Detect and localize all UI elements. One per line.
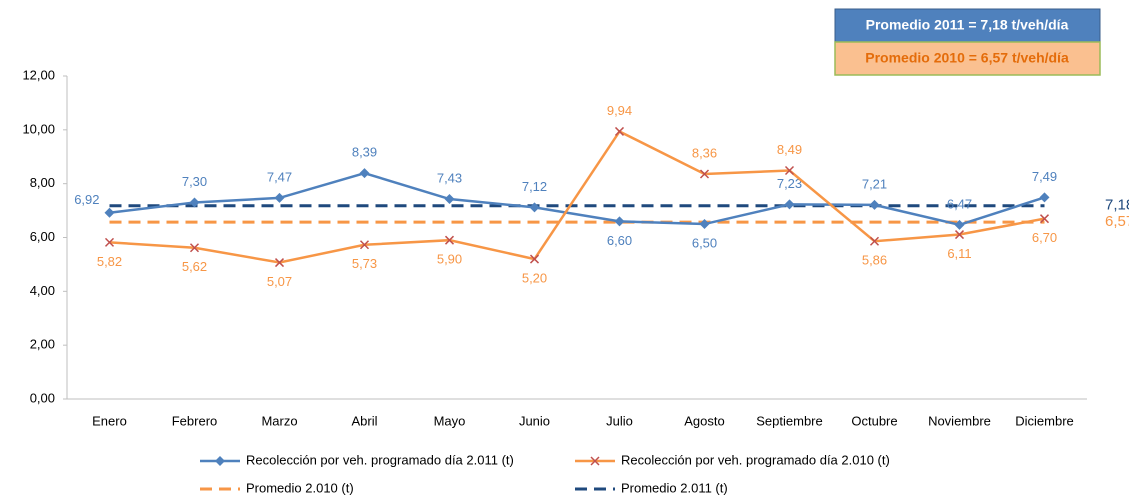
data-label: 6,50 — [692, 235, 717, 250]
marker — [274, 258, 285, 268]
marker — [784, 199, 795, 210]
marker — [699, 169, 710, 179]
legend-label: Recolección por veh. programado día 2.01… — [621, 452, 890, 467]
legend-marker — [215, 456, 225, 466]
annotation-box — [834, 41, 1101, 76]
marker — [954, 230, 965, 240]
marker — [189, 197, 200, 208]
data-label: 8,36 — [692, 145, 717, 160]
marker — [699, 219, 710, 230]
data-label: 6,11 — [947, 246, 971, 261]
legend-marker — [590, 456, 600, 466]
data-label: 7,30 — [182, 174, 207, 189]
marker — [104, 207, 115, 218]
data-label: 9,94 — [607, 103, 632, 118]
x-tick-label: Noviembre — [928, 413, 991, 428]
legend-label: Promedio 2.011 (t) — [621, 480, 728, 495]
data-label: 6,92 — [74, 192, 99, 207]
data-label: 7,21 — [862, 176, 887, 191]
x-tick-label: Agosto — [684, 413, 724, 428]
data-label: 5,86 — [862, 253, 887, 268]
y-tick-label: 6,00 — [30, 229, 55, 244]
data-label: 8,49 — [777, 142, 802, 157]
data-label: 7,43 — [437, 170, 462, 185]
x-tick-label: Marzo — [261, 413, 297, 428]
x-tick-label: Mayo — [434, 413, 466, 428]
marker — [359, 168, 370, 179]
x-tick-label: Febrero — [172, 413, 218, 428]
marker — [954, 219, 965, 230]
legend-label: Promedio 2.010 (t) — [246, 480, 354, 495]
legend-label: Recolección por veh. programado día 2.01… — [246, 452, 514, 467]
y-tick-label: 2,00 — [30, 337, 55, 352]
data-label: 5,62 — [182, 259, 207, 274]
annotation-box — [834, 8, 1101, 43]
end-label: 6,57 — [1105, 213, 1129, 230]
y-tick-label: 0,00 — [30, 390, 55, 405]
x-tick-label: Diciembre — [1015, 413, 1074, 428]
x-tick-label: Enero — [92, 413, 127, 428]
x-tick-label: Junio — [519, 413, 550, 428]
data-label: 7,12 — [522, 179, 547, 194]
marker — [189, 243, 200, 253]
x-tick-label: Abril — [351, 413, 377, 428]
data-label: 6,47 — [947, 196, 972, 211]
marker — [869, 236, 880, 246]
marker — [359, 240, 370, 250]
marker — [444, 235, 455, 245]
data-label: 8,39 — [352, 145, 377, 160]
marker — [274, 192, 285, 203]
data-label: 5,90 — [437, 252, 462, 267]
marker — [1039, 192, 1050, 203]
data-label: 6,70 — [1032, 230, 1057, 245]
data-label: 7,23 — [777, 176, 802, 191]
x-tick-label: Julio — [606, 413, 633, 428]
data-label: 5,20 — [522, 270, 547, 285]
data-label: 5,73 — [352, 256, 377, 271]
marker — [529, 202, 540, 213]
marker — [104, 237, 115, 247]
marker — [784, 165, 795, 176]
marker — [614, 216, 625, 227]
marker — [869, 199, 880, 210]
x-tick-label: Septiembre — [756, 413, 822, 428]
data-label: 5,82 — [97, 254, 122, 269]
y-tick-label: 4,00 — [30, 283, 55, 298]
data-label: 7,47 — [267, 169, 292, 184]
data-line — [109, 129, 1045, 264]
y-tick-label: 8,00 — [30, 175, 55, 190]
data-label: 5,07 — [267, 274, 292, 289]
end-label: 7,18 — [1105, 197, 1129, 214]
y-tick-label: 12,00 — [22, 67, 55, 82]
data-label: 7,49 — [1032, 169, 1057, 184]
annotation: Promedio 2011 = 7,18 t/veh/día — [866, 17, 1069, 33]
annotation: Promedio 2010 = 6,57 t/veh/día — [865, 50, 1069, 66]
data-line — [109, 171, 1045, 227]
marker — [1039, 214, 1050, 224]
x-tick-label: Octubre — [851, 413, 897, 428]
y-tick-label: 10,00 — [22, 121, 55, 136]
marker — [444, 194, 455, 205]
data-label: 6,60 — [607, 233, 632, 248]
marker — [529, 254, 540, 264]
marker — [614, 126, 625, 136]
